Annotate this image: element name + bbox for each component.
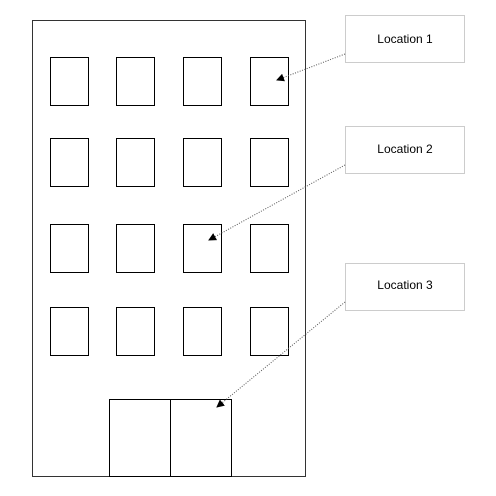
window bbox=[116, 307, 155, 356]
window bbox=[183, 138, 222, 187]
door-right bbox=[170, 399, 232, 477]
door-left bbox=[109, 399, 171, 477]
window bbox=[250, 224, 289, 273]
window bbox=[50, 138, 89, 187]
window bbox=[116, 138, 155, 187]
callout-arrow-location-3 bbox=[216, 301, 346, 408]
callout-box-location-3 bbox=[345, 263, 465, 311]
window bbox=[116, 57, 155, 106]
window bbox=[250, 138, 289, 187]
window bbox=[50, 57, 89, 106]
window bbox=[250, 307, 289, 356]
window bbox=[50, 224, 89, 273]
window bbox=[183, 307, 222, 356]
window bbox=[250, 57, 289, 106]
callout-label-location-3: Location 3 bbox=[377, 278, 433, 292]
callout-arrow-location-1 bbox=[276, 53, 346, 82]
callout-label-location-1: Location 1 bbox=[377, 32, 433, 46]
window bbox=[183, 57, 222, 106]
callout-arrow-location-2 bbox=[208, 164, 346, 241]
callout-box-location-2 bbox=[345, 126, 465, 174]
window bbox=[50, 307, 89, 356]
callout-box-location-1 bbox=[345, 15, 465, 63]
window bbox=[116, 224, 155, 273]
callout-label-location-2: Location 2 bbox=[377, 142, 433, 156]
window bbox=[183, 224, 222, 273]
